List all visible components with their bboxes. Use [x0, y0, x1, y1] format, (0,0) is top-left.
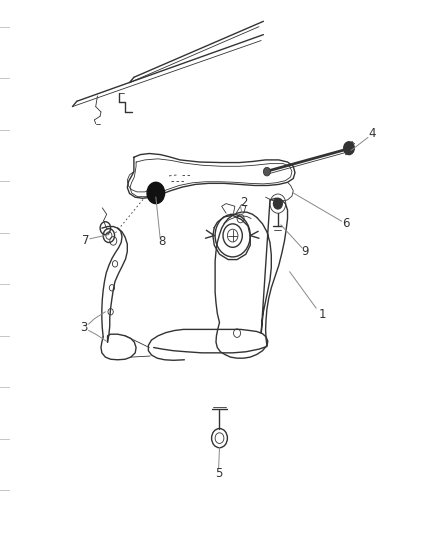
- Circle shape: [263, 167, 270, 176]
- Text: 8: 8: [158, 236, 165, 248]
- Text: 7: 7: [81, 235, 89, 247]
- Circle shape: [147, 182, 164, 204]
- Circle shape: [273, 198, 282, 209]
- Text: 5: 5: [215, 467, 222, 480]
- Text: 3: 3: [81, 321, 88, 334]
- Text: 1: 1: [318, 308, 326, 321]
- Circle shape: [343, 142, 353, 155]
- Text: 2: 2: [239, 196, 247, 209]
- Text: 6: 6: [341, 217, 349, 230]
- Text: 9: 9: [300, 245, 308, 258]
- Text: 4: 4: [367, 127, 375, 140]
